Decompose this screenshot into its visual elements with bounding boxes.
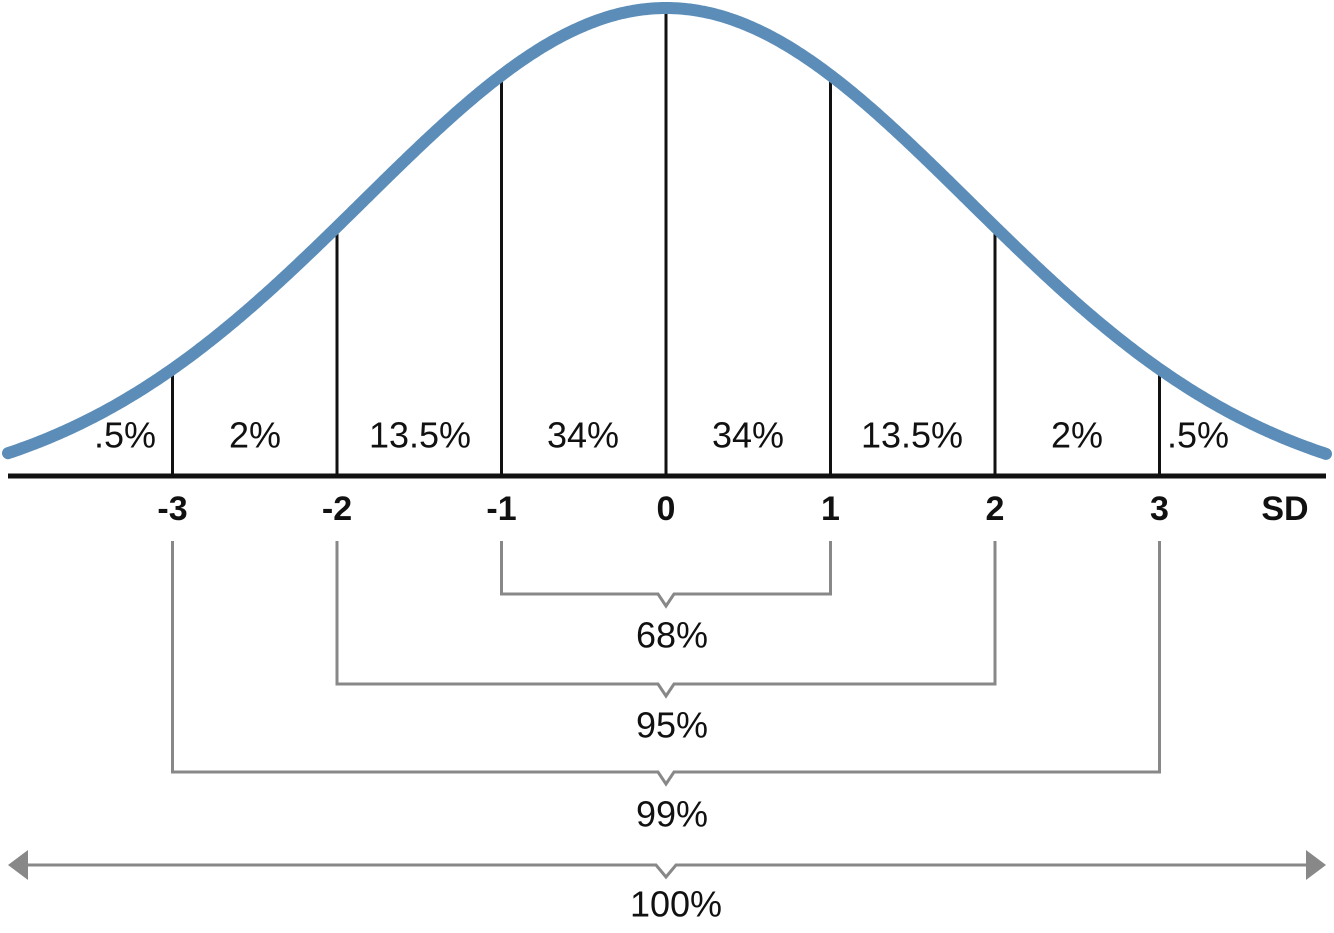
bracket-label: 100% (630, 884, 722, 925)
sd-tick-label: -2 (322, 490, 352, 528)
sd-tick-label: 3 (1150, 490, 1169, 528)
sd-tick-label: -1 (486, 490, 516, 528)
bell-curve (2, 2, 1332, 460)
sd-tick-label: -3 (157, 490, 187, 528)
segment-label: .5% (94, 415, 156, 456)
bracket-label: 99% (636, 794, 708, 835)
bracket (171, 541, 1161, 787)
sd-tick-label: 1 (821, 490, 840, 528)
segment-label: 2% (1051, 415, 1103, 456)
sd-tick-label: 2 (986, 490, 1005, 528)
segment-label: .5% (1167, 415, 1229, 456)
bracket-label: 68% (636, 615, 708, 656)
segment-label: 34% (547, 415, 619, 456)
arrow-head (8, 850, 28, 880)
bracket (500, 541, 832, 609)
segment-label: 2% (229, 415, 281, 456)
sd-tick-label: 0 (657, 490, 676, 528)
axis-label: SD (1261, 490, 1308, 528)
segment-label: 13.5% (861, 415, 963, 456)
segment-label: 13.5% (369, 415, 471, 456)
arrow-head (1306, 850, 1326, 880)
bracket-label: 95% (636, 705, 708, 746)
bracket (335, 541, 997, 699)
segment-label: 34% (712, 415, 784, 456)
full-range-arrow (22, 863, 1312, 880)
